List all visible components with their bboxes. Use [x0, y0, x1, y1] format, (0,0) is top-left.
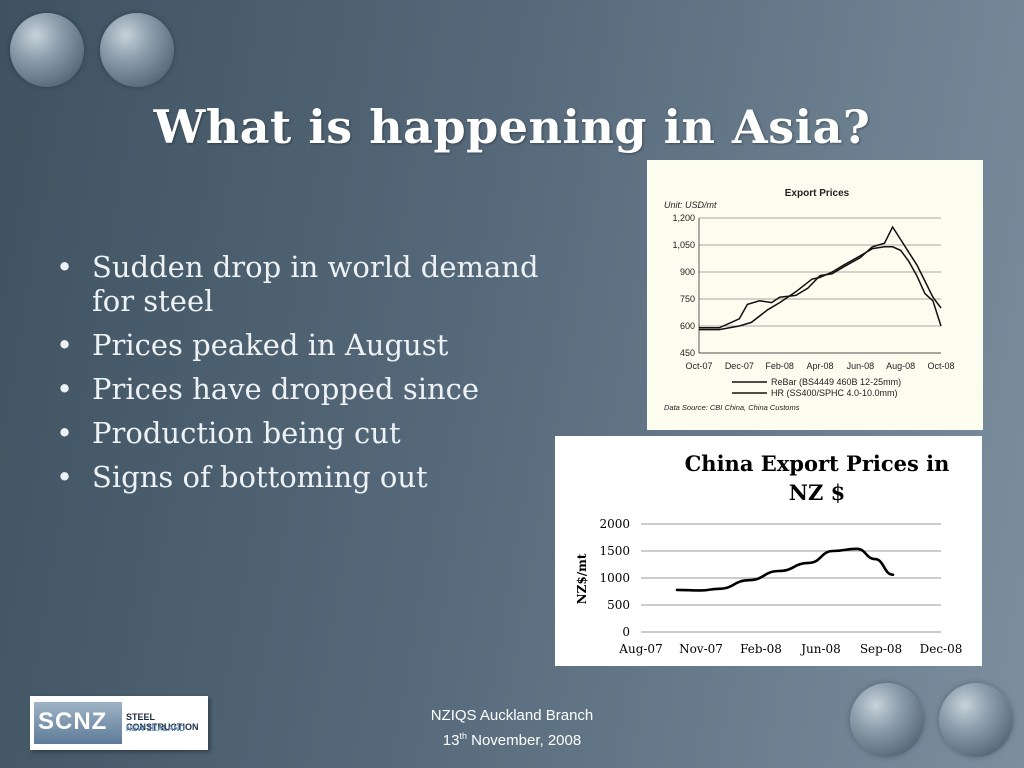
footer-day-suffix: th	[459, 731, 467, 741]
x-tick-label: Aug-08	[886, 361, 915, 371]
bullet-item: • Signs of bottoming out	[56, 460, 546, 494]
x-tick-label: Oct-07	[685, 361, 712, 371]
chart-title: Export Prices	[785, 188, 850, 199]
bullet-item: • Production being cut	[56, 416, 546, 450]
decorative-circle	[100, 13, 174, 87]
x-tick-label: Aug-07	[618, 642, 662, 656]
nz-price-chart: China Export Prices in NZ $ NZ$/mt 2000 1…	[575, 451, 963, 656]
logo-line1: STEEL CONSTRUCTION	[126, 712, 199, 732]
bullet-list: • Sudden drop in world demand for steel •…	[56, 250, 546, 504]
decorative-circle	[850, 683, 924, 757]
bullet-text: Sudden drop in world demand for steel	[92, 250, 539, 318]
bullet-glyph: •	[56, 250, 74, 284]
footer-line2: 13th November, 2008	[400, 726, 624, 751]
x-tick-label: Dec-07	[725, 361, 754, 371]
footer-line1: NZIQS Auckland Branch	[430, 707, 594, 724]
y-tick-label: 450	[680, 348, 695, 358]
footer-day: 13	[442, 732, 460, 749]
logo-mark-text: SCNZ	[38, 708, 108, 735]
y-tick-label: 900	[680, 267, 695, 277]
y-axis-label: NZ$/mt	[575, 553, 589, 604]
x-tick-label: Sep-08	[860, 642, 902, 656]
x-tick-label: Feb-08	[740, 642, 782, 656]
series-line	[675, 547, 895, 592]
bullet-text: Prices have dropped since	[92, 372, 480, 406]
chart-title-line2: NZ $	[789, 480, 845, 505]
bullet-glyph: •	[56, 460, 74, 494]
bullet-glyph: •	[56, 416, 74, 450]
decorative-circle	[939, 683, 1013, 757]
y-tick-label: 1000	[599, 571, 630, 585]
unit-label: Unit: USD/mt	[664, 200, 717, 210]
bullet-text: Signs of bottoming out	[92, 460, 428, 494]
bullet-text: Prices peaked in August	[92, 328, 449, 362]
bullet-item: • Sudden drop in world demand for steel	[56, 250, 546, 318]
scnz-logo: SCNZ STEEL CONSTRUCTION NEW ZEALAND	[30, 696, 208, 750]
legend-label-rebar: ReBar (BS4449 460B 12-25mm)	[771, 377, 901, 387]
slide-title: What is happening in Asia?	[153, 100, 871, 154]
x-tick-label: Nov-07	[679, 642, 723, 656]
bullet-text: Production being cut	[92, 416, 401, 450]
footer-date-rest: November, 2008	[466, 732, 582, 749]
y-tick-label: 600	[680, 321, 695, 331]
series-line-rebar	[699, 246, 942, 331]
y-tick-label: 500	[607, 598, 630, 612]
x-tick-label: Dec-08	[920, 642, 963, 656]
series-line-hr	[699, 225, 942, 329]
bullet-glyph: •	[56, 372, 74, 406]
x-tick-label: Feb-08	[765, 361, 794, 371]
nz-price-chart-panel: China Export Prices in NZ $ NZ$/mt 2000 1…	[555, 436, 982, 666]
x-tick-label: Apr-08	[806, 361, 833, 371]
footer: NZIQS Auckland Branch 13th November, 200…	[400, 706, 624, 751]
x-tick-label: Jun-08	[799, 642, 841, 656]
export-prices-chart-panel: Export Prices Unit: USD/mt 1,200 1,050 900…	[647, 160, 983, 430]
data-source-note: Data Source: CBI China, China Customs	[664, 403, 800, 412]
y-tick-label: 1500	[599, 544, 630, 558]
legend-label-hr: HR (SS400/SPHC 4.0-10.0mm)	[771, 388, 898, 398]
x-tick-label: Jun-08	[847, 361, 875, 371]
logo-mark: SCNZ	[34, 702, 122, 744]
logo-line2: NEW ZEALAND	[126, 724, 186, 733]
y-tick-label: 1,050	[672, 240, 695, 250]
y-tick-label: 750	[680, 294, 695, 304]
bullet-item: • Prices have dropped since	[56, 372, 546, 406]
bullet-item: • Prices peaked in August	[56, 328, 546, 362]
chart-title: China Export Prices in	[685, 451, 950, 476]
x-tick-label: Oct-08	[927, 361, 954, 371]
y-tick-label: 1,200	[672, 213, 695, 223]
bullet-glyph: •	[56, 328, 74, 362]
y-tick-label: 0	[622, 625, 630, 639]
decorative-circle	[10, 13, 84, 87]
y-tick-label: 2000	[599, 517, 630, 531]
export-prices-chart: Export Prices Unit: USD/mt 1,200 1,050 900…	[664, 188, 955, 412]
